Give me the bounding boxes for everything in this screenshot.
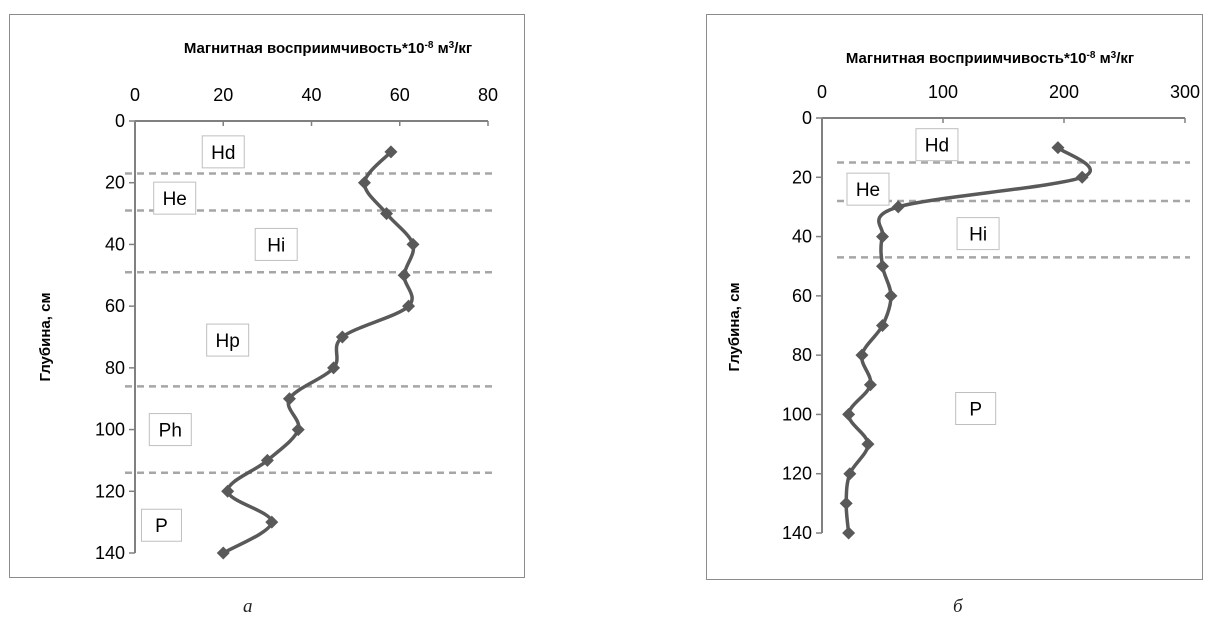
- caption-b: б: [953, 596, 963, 617]
- chart-a-x-tick-label: 60: [390, 85, 410, 105]
- chart-b-data-point: [842, 407, 856, 421]
- chart-a-horizon-box: [153, 181, 197, 215]
- chart-a-horizon-box: [254, 227, 298, 261]
- chart-b-y-tick-label: 80: [792, 345, 812, 365]
- chart-a-horizon-box: [148, 413, 192, 447]
- chart-b-data-point: [1075, 170, 1089, 184]
- chart-b-title: Магнитная восприимчивость*10-8 м3/кг: [846, 50, 1134, 68]
- chart-a-data-point: [380, 207, 394, 221]
- chart-b-svg: Магнитная восприимчивость*10-8 м3/кг 0 100…: [726, 50, 1200, 544]
- chart-a-data-point: [406, 237, 420, 251]
- chart-a-horizon-label: Ph: [159, 421, 182, 442]
- chart-b-x-tick-label: 100: [928, 82, 958, 102]
- chart-a-data-point: [291, 423, 305, 437]
- chart-a-y-tick-label: 40: [105, 234, 125, 254]
- chart-a-y-tick-label: 120: [95, 481, 125, 501]
- chart-b-data-point: [891, 200, 905, 214]
- chart-b-y-tick-label: 40: [792, 227, 812, 247]
- chart-b-data-point: [855, 348, 869, 362]
- chart-b-data-point: [863, 378, 877, 392]
- chart-a-horizon-box: [140, 508, 182, 542]
- chart-b-horizon-label: P: [969, 400, 982, 421]
- chart-b-horizon-box: [956, 217, 1000, 251]
- chart-a-x-tick-label: 20: [213, 85, 233, 105]
- chart-b-data-point: [839, 496, 853, 510]
- chart-a-horizon-box: [206, 323, 250, 357]
- chart-b-data-point: [876, 230, 889, 244]
- chart-a-data-point: [260, 453, 274, 467]
- chart-a-data-point: [384, 145, 398, 159]
- chart-a-data-point: [397, 268, 411, 282]
- chart-a-svg: Магнитная восприимчивость*10-8 м3/кг 0 20 4…: [37, 40, 498, 564]
- chart-b-data-point: [876, 259, 889, 273]
- chart-b-x-tick-label: 300: [1170, 82, 1200, 102]
- chart-b-y-tick-label: 140: [782, 523, 812, 543]
- chart-b-horizon-box: [955, 392, 997, 425]
- chart-a-y-tick-label: 100: [95, 420, 125, 440]
- chart-b-horizon-label: Hd: [925, 136, 949, 157]
- chart-a-data-point: [402, 299, 416, 313]
- chart-a-x-tick-label: 40: [301, 85, 321, 105]
- chart-a-horizon-label: Hp: [216, 331, 240, 352]
- chart-a-data-point: [357, 176, 371, 190]
- chart-b-y-axis-label: Глубина, см: [726, 282, 743, 371]
- chart-b-data-point: [884, 289, 898, 303]
- chart-a-y-axis-label: Глубина, см: [37, 292, 54, 381]
- chart-a-y-tick-label: 80: [105, 358, 125, 378]
- chart-a-data-point: [335, 330, 349, 344]
- chart-b-horizon-box: [915, 128, 959, 162]
- chart-b-y-tick-label: 20: [792, 167, 812, 187]
- chart-b-y-tick-label: 120: [782, 464, 812, 484]
- chart-b-data-point: [876, 319, 889, 332]
- chart-a-horizon-label: Hi: [267, 235, 285, 256]
- chart-b-x-tick-label: 200: [1049, 82, 1079, 102]
- chart-a-horizon-label: Hd: [211, 143, 235, 164]
- chart-a-horizon-box: [201, 135, 245, 169]
- chart-b-data-point: [1051, 141, 1065, 155]
- chart-a-horizon-label: P: [155, 516, 168, 537]
- caption-a: а: [243, 596, 253, 617]
- chart-b-horizon-label: He: [856, 180, 880, 201]
- chart-a-data-point: [327, 361, 341, 375]
- chart-a-y-tick-label: 140: [95, 543, 125, 563]
- chart-a-data-point: [221, 484, 235, 498]
- chart-a-y-tick-label: 20: [105, 173, 125, 193]
- chart-a-y-tick-label: 60: [105, 296, 125, 316]
- chart-b-data-point: [842, 526, 856, 540]
- chart-a-data-point: [216, 546, 230, 560]
- chart-a-x-tick-label: 80: [478, 85, 498, 105]
- chart-a-title: Магнитная восприимчивость*10-8 м3/кг: [184, 40, 472, 58]
- chart-a-horizon-label: He: [163, 189, 187, 210]
- chart-b-horizon-label: Hi: [969, 225, 987, 246]
- chart-b-y-tick-label: 0: [802, 108, 812, 128]
- chart-b-y-tick-label: 60: [792, 286, 812, 306]
- chart-b-horizon-box: [846, 172, 890, 206]
- chart-a-x-tick-label: 0: [130, 85, 140, 105]
- chart-panel-a: Магнитная восприимчивость*10-8 м3/кг 0 20 4…: [9, 14, 525, 578]
- chart-b-x-tick-label: 0: [817, 82, 827, 102]
- chart-b-data-point: [861, 437, 875, 451]
- chart-b-y-tick-label: 100: [782, 404, 812, 424]
- chart-a-data-point: [265, 515, 279, 529]
- chart-b-data-point: [843, 467, 857, 481]
- chart-panel-b: Магнитная восприимчивость*10-8 м3/кг 0 100…: [706, 14, 1203, 580]
- chart-a-data-point: [282, 392, 296, 406]
- chart-a-y-tick-label: 0: [115, 111, 125, 131]
